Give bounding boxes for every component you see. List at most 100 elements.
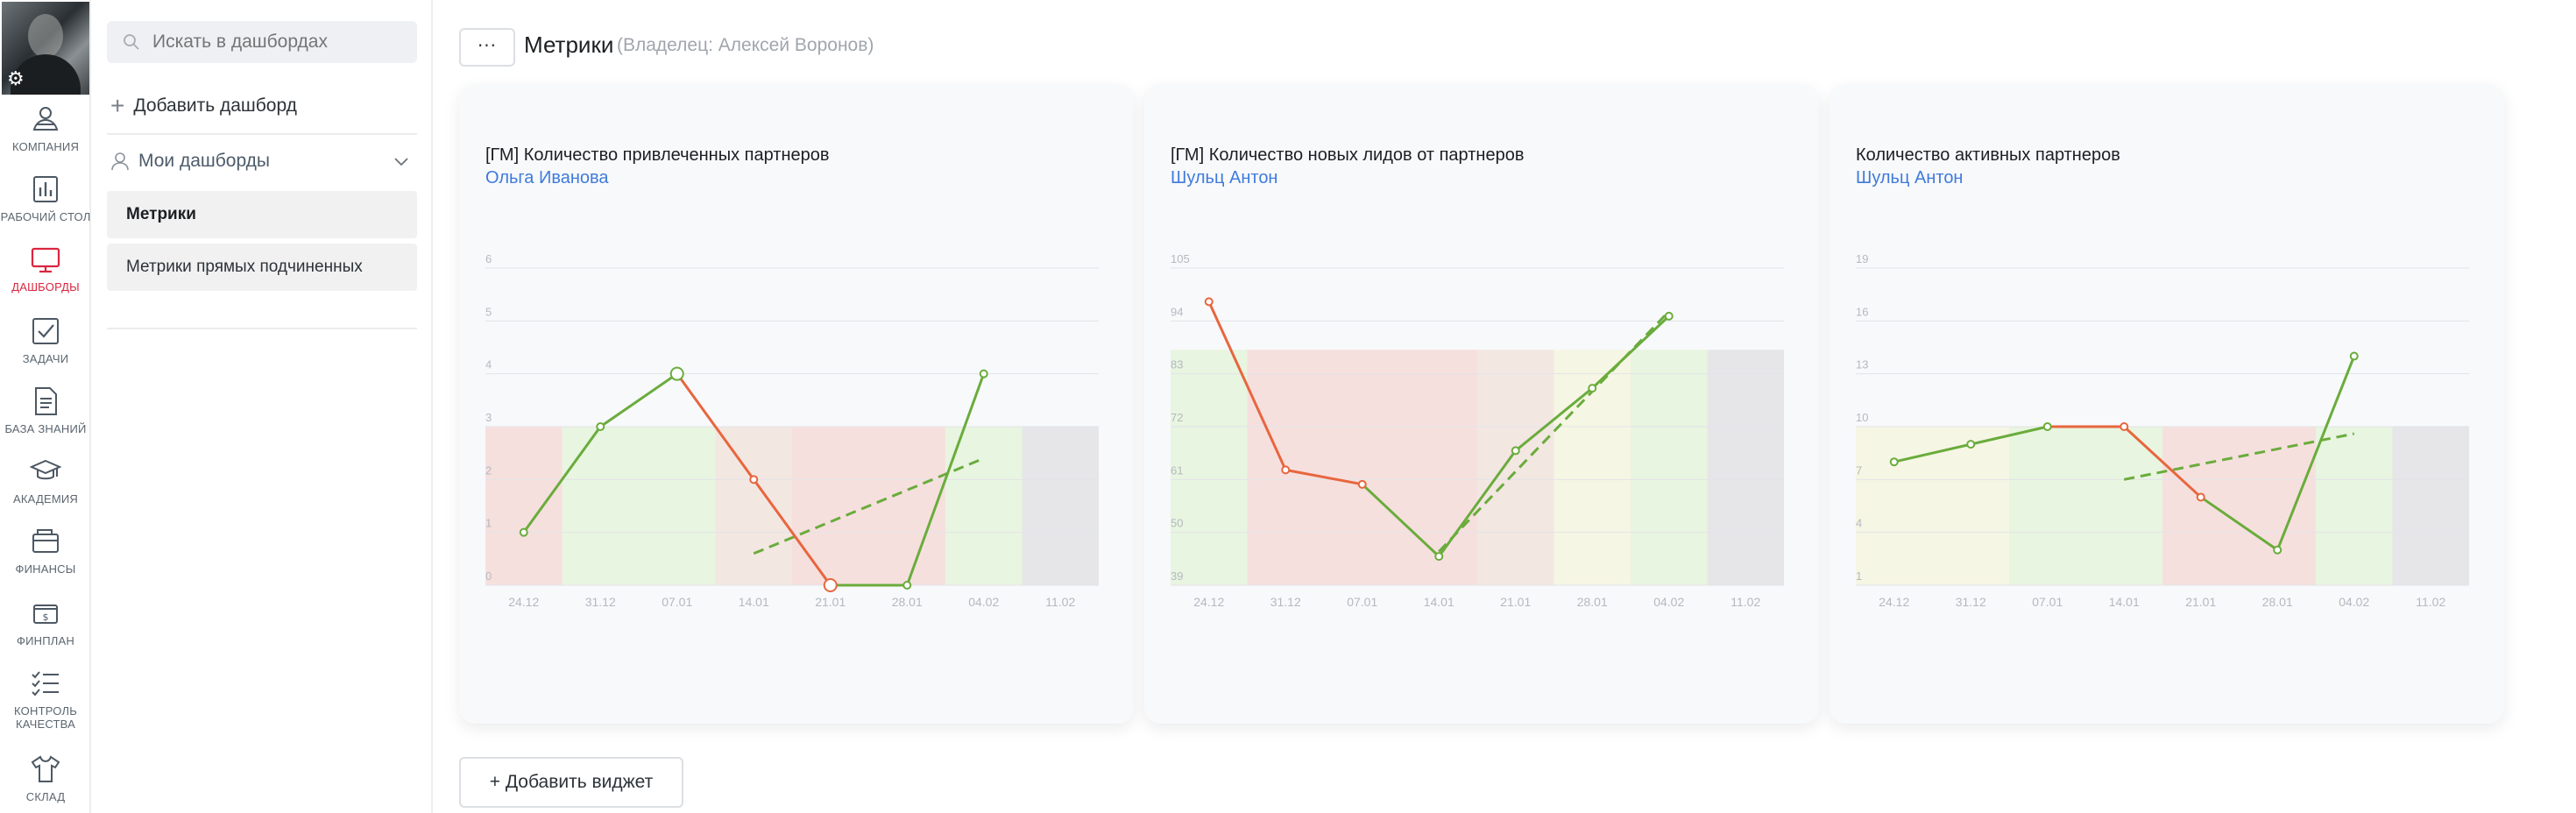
series-segment (1284, 468, 1363, 486)
company-icon (32, 107, 59, 131)
search-input[interactable] (152, 21, 407, 63)
chevron-down-icon[interactable] (393, 152, 410, 170)
x-tick-label: 07.01 (2032, 595, 2063, 609)
rail-item-8[interactable]: КОНТРОЛЬ КАЧЕСТВА (0, 668, 91, 731)
svg-text:$: $ (43, 612, 49, 623)
y-tick-label: 4 (1856, 517, 1862, 530)
status-band (2316, 427, 2393, 585)
add-dashboard-button[interactable]: + Добавить дашборд (110, 91, 297, 121)
status-band (1022, 427, 1099, 585)
widget-card[interactable]: [ГМ] Количество новых лидов от партнеров… (1144, 84, 1819, 724)
add-widget-button[interactable]: + Добавить виджет (459, 757, 683, 808)
series-segment (905, 373, 986, 586)
x-tick-label: 28.01 (892, 595, 923, 609)
data-point (519, 527, 528, 537)
status-band (715, 427, 792, 585)
x-tick-label: 21.01 (815, 595, 846, 609)
series-segment (1514, 386, 1594, 452)
rail-item-4[interactable]: БАЗА ЗНАНИЙ (0, 385, 91, 435)
rail-label: ЗАДАЧИ (22, 352, 69, 365)
x-tick-label: 21.01 (1500, 595, 1531, 609)
data-point (1511, 446, 1520, 456)
app-nav-rail: ⚙ КОМПАНИЯ РАБОЧИЙ СТОЛ ДАШБОРДЫ ЗАДАЧИ БАЗА… (0, 0, 91, 813)
dashboard-item-metrics[interactable]: Метрики (107, 191, 417, 238)
rail-item-2[interactable]: ДАШБОРДЫ (0, 244, 91, 293)
my-dashboards-toggle[interactable]: Мои дашборды (110, 145, 417, 177)
series-segment (1893, 442, 1971, 463)
widget-owner-link[interactable]: Ольга Иванова (485, 168, 609, 187)
status-band (792, 427, 869, 585)
widget-card[interactable]: [ГМ] Количество привлеченных партнеров О… (459, 84, 1134, 724)
finplan-icon: $ (33, 604, 58, 624)
metric-chart: 0 1 2 3 4 5 6 24.12 31.12 07.01 14.01 21.01 28.01 04.… (485, 252, 1099, 609)
series-segment (522, 426, 602, 534)
x-tick-label: 24.12 (508, 595, 539, 609)
status-band (485, 427, 563, 585)
y-tick-label: 5 (485, 305, 492, 318)
x-tick-label: 11.02 (1045, 595, 1075, 609)
dashboard-item-subordinates[interactable]: Метрики прямых подчиненных (107, 244, 417, 291)
x-tick-label: 28.01 (1577, 595, 1608, 609)
x-tick-label: 14.01 (1424, 595, 1454, 609)
series-segment (1361, 483, 1440, 558)
x-tick-label: 11.02 (2416, 595, 2445, 609)
dashboards-monitor-icon (31, 247, 60, 273)
avatar-face (28, 14, 63, 58)
settings-gear-icon[interactable]: ⚙ (7, 68, 25, 90)
dashboard-menu-button[interactable]: ··· (459, 28, 515, 67)
series-segment (2123, 425, 2202, 498)
data-point (2349, 351, 2359, 361)
series-segment (753, 478, 832, 586)
divider (107, 133, 417, 135)
x-tick-label: 24.12 (1879, 595, 1909, 609)
user-avatar[interactable]: ⚙ (2, 2, 89, 95)
rail-item-1[interactable]: РАБОЧИЙ СТОЛ (0, 173, 91, 223)
plus-icon: + (110, 92, 125, 119)
x-tick-label: 14.01 (2109, 595, 2140, 609)
rail-label: РАБОЧИЙ СТОЛ (0, 210, 91, 223)
y-tick-label: 61 (1171, 463, 1183, 477)
status-band (2085, 427, 2162, 585)
y-tick-label: 16 (1856, 305, 1868, 318)
dashboard-main: ··· Метрики (Владелец: Алексей Воронов) … (433, 0, 2576, 813)
knowledge-doc-icon (35, 387, 57, 415)
data-point (1588, 384, 1597, 393)
widget-owner-link[interactable]: Шульц Антон (1856, 168, 1964, 187)
widget-owner-link[interactable]: Шульц Антон (1171, 168, 1278, 187)
rail-item-3[interactable]: ЗАДАЧИ (0, 315, 91, 365)
data-point (1966, 440, 1976, 449)
x-tick-label: 04.02 (968, 595, 999, 609)
y-tick-label: 19 (1856, 252, 1868, 265)
status-band (2392, 427, 2469, 585)
rail-item-7[interactable]: $ ФИНПЛАН (0, 597, 91, 647)
rail-label: ФИНПЛАН (17, 634, 74, 647)
rail-label: ФИНАНСЫ (15, 562, 76, 576)
y-tick-label: 6 (485, 252, 492, 265)
status-band (1932, 427, 2009, 585)
dashboard-search[interactable] (107, 21, 417, 63)
x-tick-label: 24.12 (1193, 595, 1224, 609)
rail-item-5[interactable]: АКАДЕМИЯ (0, 456, 91, 505)
widget-title: [ГМ] Количество новых лидов от партнеров (1171, 145, 1525, 165)
quality-checklist-icon (32, 671, 59, 696)
series-segment (1970, 425, 2049, 446)
rail-label: КОМПАНИЯ (11, 140, 80, 153)
rail-item-6[interactable]: ФИНАНСЫ (0, 526, 91, 576)
academy-cap-icon (30, 459, 61, 480)
status-band (1856, 427, 1933, 585)
series-segment (599, 372, 678, 428)
metric-chart: 1 4 7 10 13 16 19 24.12 31.12 07.01 14.01 21.01 28.0… (1856, 252, 2469, 609)
rail-item-0[interactable]: КОМПАНИЯ (0, 103, 91, 153)
widget-title: [ГМ] Количество привлеченных партнеров (485, 145, 830, 165)
x-tick-label: 07.01 (1347, 595, 1377, 609)
rail-item-9[interactable]: СКЛАД (0, 753, 91, 803)
status-band (1324, 350, 1401, 585)
data-point (1281, 465, 1291, 475)
user-icon (111, 152, 129, 171)
tasks-check-icon (32, 318, 59, 344)
status-band (639, 427, 716, 585)
widget-card[interactable]: Количество активных партнеров Шульц Анто… (1829, 84, 2504, 724)
x-tick-label: 07.01 (662, 595, 692, 609)
data-point (1889, 457, 1899, 467)
data-point (596, 422, 605, 431)
